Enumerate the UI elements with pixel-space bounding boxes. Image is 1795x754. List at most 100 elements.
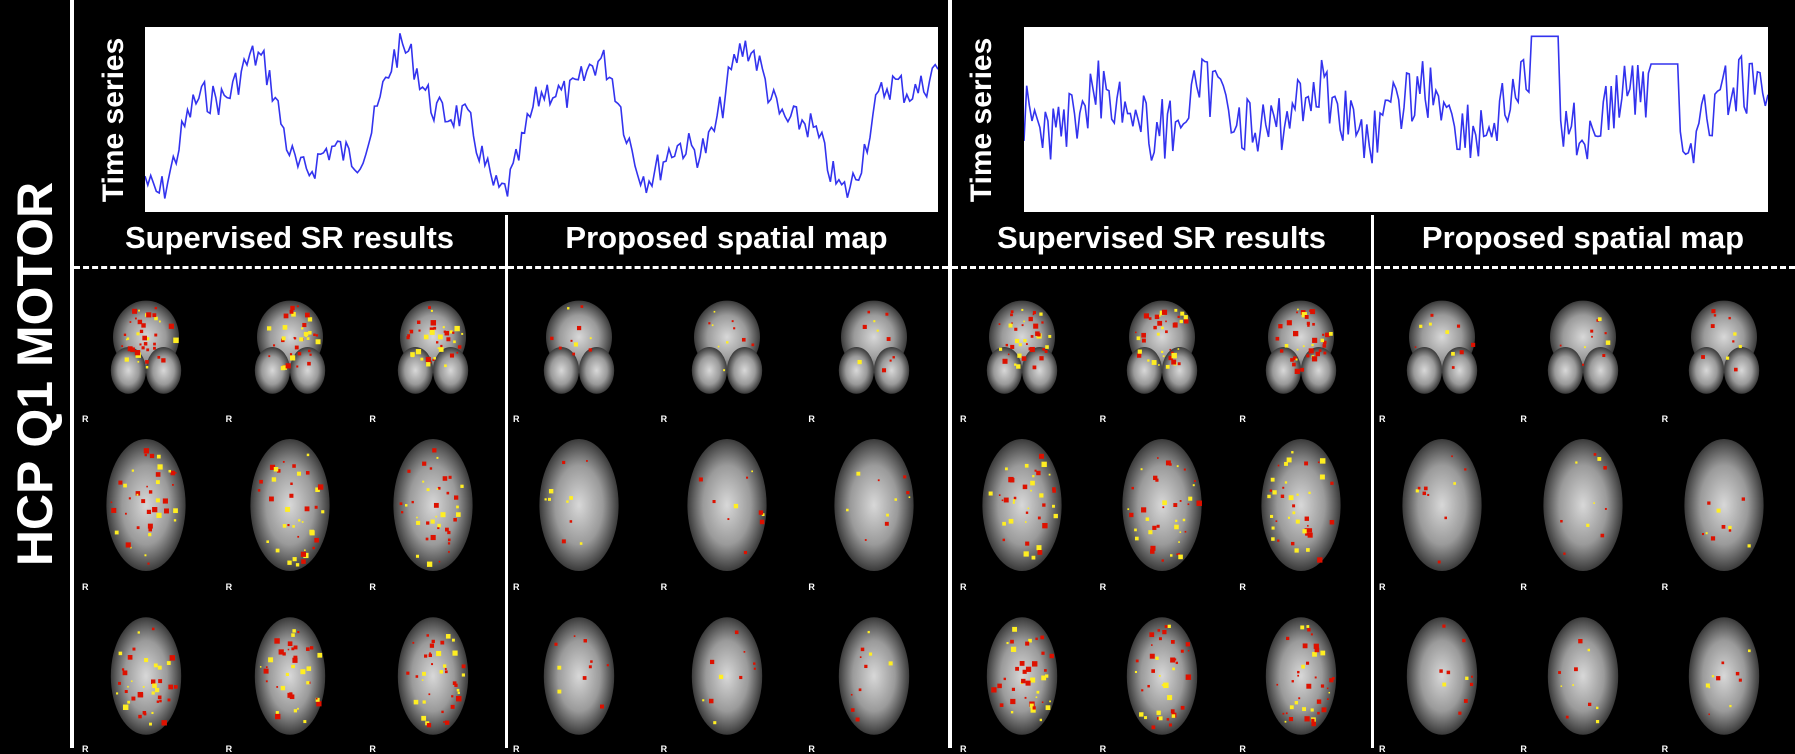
activation-blob: [1308, 348, 1314, 354]
activation-blob: [158, 679, 162, 684]
brain-slice: [1669, 430, 1779, 585]
activation-blob: [298, 337, 303, 342]
activation-blob: [864, 539, 867, 541]
activation-blob: [433, 326, 437, 330]
activation-blob: [1456, 324, 1460, 328]
activation-blob: [1024, 463, 1029, 468]
activation-blob: [1284, 344, 1289, 348]
activation-blob: [130, 680, 133, 682]
activation-blob: [448, 551, 450, 553]
activation-blob: [271, 477, 276, 482]
activation-blob: [1140, 332, 1146, 338]
activation-blob: [1729, 529, 1732, 532]
activation-blob: [1012, 499, 1016, 502]
activation-blob: [1025, 511, 1029, 514]
activation-blob: [1312, 337, 1318, 343]
activation-blob: [1302, 643, 1308, 649]
activation-blob: [436, 488, 439, 490]
orientation-label: R: [369, 744, 376, 754]
orientation-label: R: [960, 582, 967, 592]
activation-blob: [1739, 344, 1743, 349]
activation-blob: [1136, 353, 1141, 358]
activation-blob: [1732, 340, 1735, 343]
activation-blob: [417, 320, 421, 324]
activation-blob: [1022, 669, 1027, 674]
activation-blob: [1307, 628, 1311, 632]
activation-blob: [412, 641, 415, 644]
activation-blob: [1143, 716, 1147, 720]
activation-blob: [1288, 495, 1294, 501]
activation-blob: [1150, 644, 1153, 646]
activation-blob: [888, 661, 893, 666]
activation-blob: [717, 345, 719, 348]
activation-blob: [443, 664, 447, 668]
brain-slice: [378, 600, 488, 745]
activation-blob: [1156, 717, 1160, 720]
activation-blob: [430, 320, 437, 326]
activation-blob: [312, 333, 316, 337]
activation-blob: [145, 312, 152, 318]
activation-blob: [734, 630, 738, 635]
activation-blob: [1306, 548, 1310, 552]
activation-blob: [1032, 706, 1036, 710]
activation-blob: [1014, 338, 1020, 344]
dashed-separator: [74, 266, 948, 269]
activation-blob: [1318, 461, 1320, 464]
activation-blob: [1039, 493, 1044, 498]
activation-blob: [442, 476, 448, 481]
activation-blob: [286, 560, 292, 565]
activation-blob: [1003, 677, 1006, 681]
activation-blob: [886, 337, 891, 341]
activation-blob: [170, 470, 175, 476]
activation-blob: [1042, 347, 1045, 351]
activation-blob: [1149, 545, 1155, 551]
activation-blob: [156, 700, 159, 703]
activation-blob: [1275, 336, 1280, 341]
activation-blob: [305, 647, 310, 651]
activation-blob: [314, 487, 320, 493]
activation-blob: [1040, 635, 1044, 640]
activation-blob: [1007, 353, 1010, 356]
activation-blob: [1170, 352, 1177, 359]
activation-blob: [304, 506, 309, 512]
activation-blob: [456, 512, 461, 517]
activation-blob: [1575, 461, 1578, 464]
activation-blob: [302, 720, 306, 724]
activation-blob: [1457, 711, 1462, 715]
activation-blob: [1150, 669, 1155, 673]
activation-blob: [136, 493, 139, 496]
activation-blob: [129, 546, 132, 549]
activation-blob: [1175, 553, 1178, 556]
activation-blob: [741, 337, 746, 342]
activation-blob: [1278, 324, 1283, 329]
activation-blob: [885, 521, 889, 526]
orientation-label: R: [82, 744, 89, 754]
activation-blob: [867, 630, 871, 634]
activation-blob: [1296, 493, 1299, 496]
heading-supervised-sr: Supervised SR results: [996, 220, 1327, 255]
activation-blob: [281, 365, 287, 370]
activation-blob: [1459, 350, 1464, 355]
activation-blob: [440, 512, 446, 518]
brain-tissue: [110, 347, 146, 394]
activation-blob: [1593, 502, 1595, 504]
activation-blob: [549, 336, 554, 341]
activation-blob: [454, 495, 459, 500]
activation-blob: [155, 472, 161, 477]
activation-blob: [291, 629, 296, 633]
activation-blob: [1320, 650, 1326, 656]
activation-blob: [438, 347, 444, 352]
activation-blob: [131, 696, 136, 701]
half-divider: [505, 215, 508, 748]
activation-blob: [1414, 346, 1416, 348]
activation-blob: [437, 486, 441, 490]
activation-blob: [153, 663, 158, 668]
activation-blob: [456, 351, 459, 354]
activation-blob: [1148, 632, 1154, 638]
activation-blob: [1307, 532, 1313, 538]
activation-blob: [124, 357, 129, 362]
activation-blob: [1031, 555, 1036, 560]
activation-blob: [1017, 353, 1022, 358]
activation-blob: [1296, 311, 1299, 314]
activation-blob: [154, 306, 157, 310]
